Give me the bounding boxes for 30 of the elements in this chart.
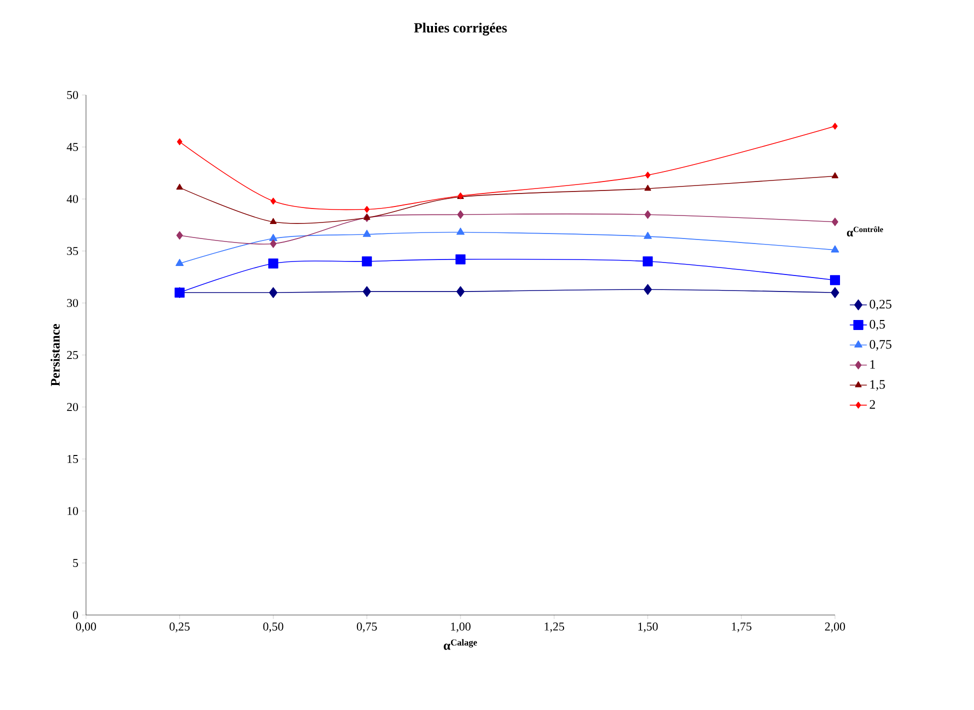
y-tick-label: 0 xyxy=(72,610,78,620)
x-axis-title: α$^{Calage}$ xyxy=(444,639,477,650)
x-tick-label: 0,00 xyxy=(76,622,96,632)
x-tick-label: 1,50 xyxy=(638,622,658,632)
legend-label: 1 xyxy=(870,360,875,369)
legend-label: 0,5 xyxy=(870,320,885,330)
chart-title: Pluies corrigées xyxy=(414,22,507,36)
x-tick-label: 1,00 xyxy=(451,622,471,632)
x-tick-label: 2,00 xyxy=(825,622,846,632)
legend-label: 2 xyxy=(870,400,875,409)
y-axis-title: Persistance xyxy=(50,324,60,386)
x-tick-label: 1,75 xyxy=(732,622,752,632)
y-tick-label: 20 xyxy=(67,402,78,412)
y-tick-label: 10 xyxy=(68,506,78,516)
legend-label: 0,75 xyxy=(870,340,892,351)
x-tick-label: 1,25 xyxy=(544,622,564,632)
y-tick-label: 35 xyxy=(67,246,78,256)
legend-title: α$^{Contrôle}$ xyxy=(846,226,884,236)
x-tick-label: 0,75 xyxy=(356,622,377,632)
y-tick-label: 25 xyxy=(67,350,78,360)
y-tick-label: 45 xyxy=(66,142,78,151)
y-tick-label: 5 xyxy=(73,559,78,567)
x-tick-label: 0,25 xyxy=(170,622,190,632)
y-tick-label: 40 xyxy=(66,194,78,204)
x-tick-label: 0,50 xyxy=(263,622,284,632)
legend-label: 0,25 xyxy=(870,300,892,310)
y-tick-label: 15 xyxy=(68,454,78,463)
y-tick-label: 50 xyxy=(67,90,78,100)
y-tick-label: 30 xyxy=(67,298,78,308)
legend-label: 1,5 xyxy=(870,380,885,391)
